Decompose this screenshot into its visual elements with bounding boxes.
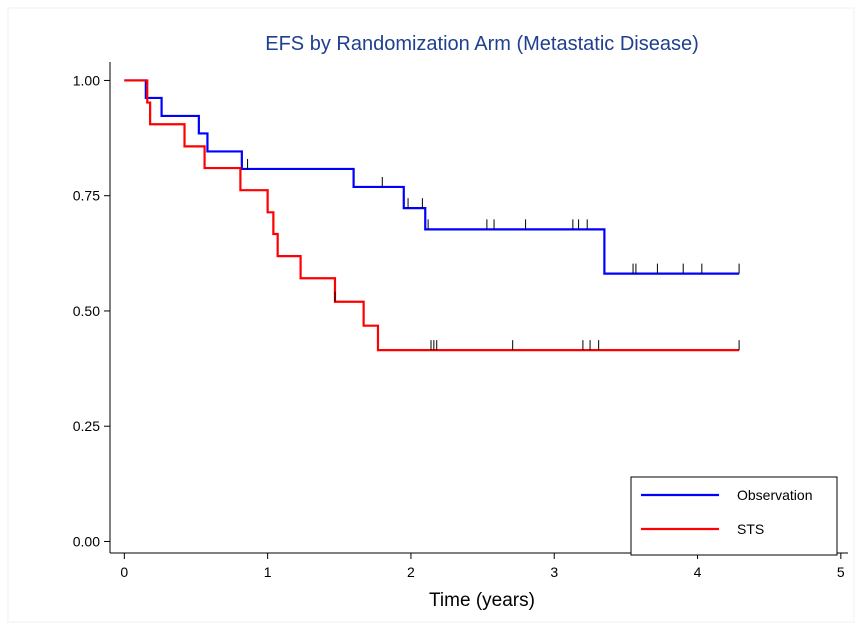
y-tick-label: 0.25 xyxy=(73,418,100,434)
legend-label: STS xyxy=(737,521,764,537)
chart-title: EFS by Randomization Arm (Metastatic Dis… xyxy=(265,33,699,55)
x-tick-label: 1 xyxy=(264,564,272,580)
x-tick-label: 2 xyxy=(407,564,415,580)
legend-label: Observation xyxy=(737,487,812,503)
x-tick-label: 0 xyxy=(120,564,128,580)
y-tick-label: 0.00 xyxy=(73,533,100,549)
y-tick-label: 0.50 xyxy=(73,303,100,319)
axes: 0.00 0.25 0.50 0.75 1.00 0 1 2 3 4 5 xyxy=(73,62,848,580)
legend: Observation STS xyxy=(630,476,838,556)
legend-box xyxy=(630,476,838,556)
km-step-line xyxy=(124,79,740,275)
x-axis-label: Time (years) xyxy=(429,590,535,611)
x-tick-label: 4 xyxy=(694,564,702,580)
x-tick-label: 3 xyxy=(550,564,558,580)
km-step-line xyxy=(124,79,740,352)
series-observation xyxy=(124,79,740,275)
series-sts xyxy=(124,79,740,352)
y-tick-label: 1.00 xyxy=(73,72,100,88)
x-tick-label: 5 xyxy=(837,564,845,580)
y-tick-label: 0.75 xyxy=(73,188,100,204)
series-layer xyxy=(124,79,740,352)
